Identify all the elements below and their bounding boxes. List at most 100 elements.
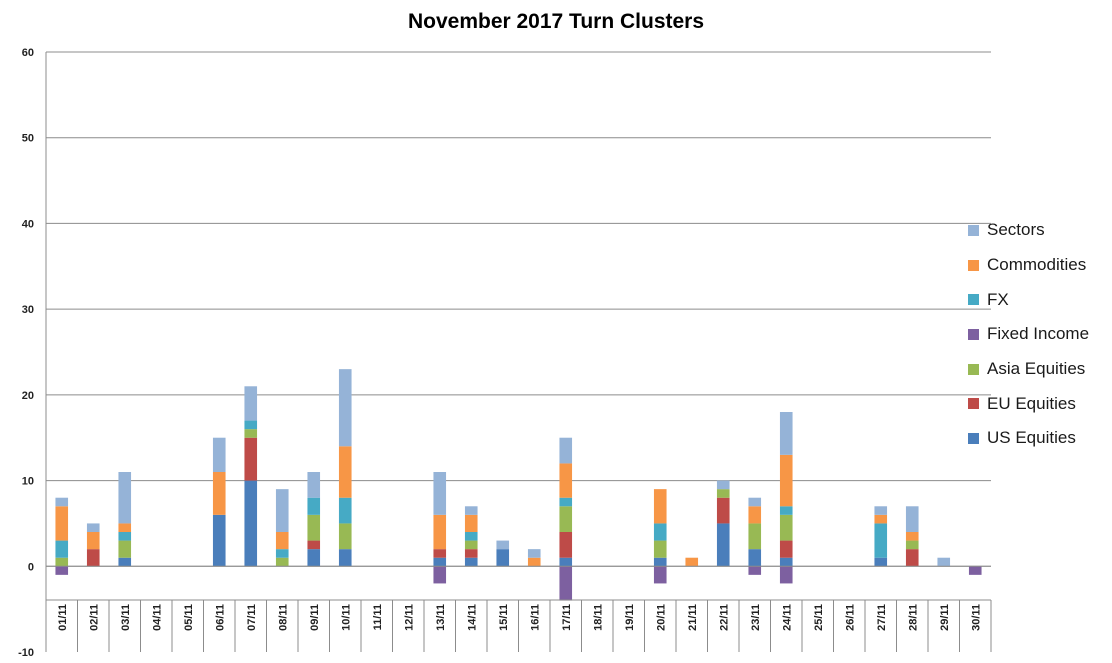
bar-segment (433, 557, 447, 567)
legend-swatch (968, 259, 979, 271)
legend-swatch (968, 363, 979, 375)
bar-segment (968, 566, 982, 575)
legend-label: Commodities (987, 255, 1087, 275)
bar-segment (307, 540, 321, 550)
bar-segment (212, 472, 226, 515)
x-tick-label: 14/11 (466, 604, 478, 631)
bar-segment (275, 557, 289, 567)
bar-segment (779, 557, 793, 567)
bar-segment (433, 566, 447, 584)
bar-segment (275, 532, 289, 550)
bar-segment (937, 557, 951, 567)
y-tick-label: 10 (22, 476, 34, 488)
x-tick-label: 19/11 (624, 604, 636, 631)
legend-item: Commodities (968, 248, 1089, 283)
legend-label: Sectors (987, 220, 1045, 240)
legend-item: EU Equities (968, 386, 1089, 421)
bar-segment (905, 549, 919, 567)
x-tick-label: 24/11 (781, 604, 793, 631)
bar-segment (779, 506, 793, 515)
bar-segment (86, 532, 100, 550)
legend-swatch (968, 398, 979, 410)
y-tick-label: 20 (22, 390, 34, 402)
bar-segment (307, 472, 321, 498)
x-tick-label: 30/11 (970, 604, 982, 631)
y-tick-label: 50 (22, 133, 34, 145)
bar-segment (464, 540, 478, 550)
y-tick-label: 30 (22, 304, 34, 316)
legend-label: Asia Equities (987, 359, 1086, 379)
x-tick-label: 04/11 (151, 604, 163, 631)
bar-segment (905, 506, 919, 532)
bar-segment (653, 489, 667, 524)
legend-item: Fixed Income (968, 317, 1089, 352)
chart-title: November 2017 Turn Clusters (407, 10, 705, 33)
bar-segment (212, 514, 226, 567)
x-tick-label: 29/11 (939, 604, 951, 631)
x-tick-label: 23/11 (750, 604, 762, 631)
legend-swatch (968, 294, 979, 306)
bar-segment (55, 557, 69, 567)
x-tick-label: 26/11 (844, 604, 856, 631)
x-tick-label: 05/11 (183, 604, 195, 631)
bar-segment (338, 446, 352, 498)
bar-segment (748, 506, 762, 524)
x-tick-label: 02/11 (88, 604, 100, 631)
x-tick-label: 20/11 (655, 604, 667, 631)
y-tick-label: 0 (28, 561, 34, 573)
bar-segment (244, 420, 258, 430)
bar-segment (653, 523, 667, 541)
bar-segment (118, 532, 132, 541)
bar-segment (559, 557, 573, 567)
legend-label: Fixed Income (987, 324, 1090, 344)
bar-segment (55, 540, 69, 558)
bar-segment (464, 549, 478, 558)
x-tick-label: 10/11 (340, 604, 352, 631)
x-tick-label: 22/11 (718, 604, 730, 631)
bar-segment (464, 532, 478, 541)
x-tick-label: 25/11 (813, 604, 825, 631)
x-tick-label: 08/11 (277, 604, 289, 631)
bar-segment (779, 454, 793, 507)
bar-segment (653, 557, 667, 567)
bar-segment (685, 557, 699, 567)
bar-segment (464, 514, 478, 532)
x-tick-label: 12/11 (403, 604, 415, 631)
legend: Sectors Commodities FX Fixed Income Asia Equ… (968, 213, 1089, 456)
bar-segment (244, 386, 258, 421)
bar-segment (86, 549, 100, 567)
bar-segment (748, 523, 762, 550)
x-tick-label: 15/11 (498, 604, 510, 631)
bar-segment (338, 549, 352, 567)
bar-segment (559, 497, 573, 507)
y-tick-label: -10 (18, 647, 34, 659)
bar-segment (338, 369, 352, 447)
bar-segment (748, 549, 762, 567)
bar-segment (338, 523, 352, 550)
x-tick-label: 16/11 (529, 604, 541, 631)
bar-segment (527, 557, 541, 567)
x-tick-label: 21/11 (687, 604, 699, 631)
y-tick-label: 60 (22, 47, 34, 59)
bar-segment (433, 472, 447, 515)
legend-item: US Equities (968, 421, 1089, 456)
bar-segment (559, 506, 573, 532)
legend-label: US Equities (987, 428, 1076, 448)
bar-segment (716, 489, 730, 498)
bar-segment (307, 497, 321, 515)
x-tick-label: 18/11 (592, 604, 604, 631)
bar-segment (307, 549, 321, 567)
bar-segment (874, 557, 888, 567)
x-tick-label: 13/11 (435, 604, 447, 631)
x-tick-label: 28/11 (907, 604, 919, 631)
bar-segment (244, 480, 258, 567)
bar-segment (307, 514, 321, 541)
gridlines (46, 51, 991, 567)
bar-segment (748, 566, 762, 575)
bar-segment (118, 472, 132, 524)
legend-swatch (968, 432, 979, 444)
legend-swatch (968, 328, 979, 340)
bar-segment (118, 540, 132, 558)
bar-segment (244, 437, 258, 481)
